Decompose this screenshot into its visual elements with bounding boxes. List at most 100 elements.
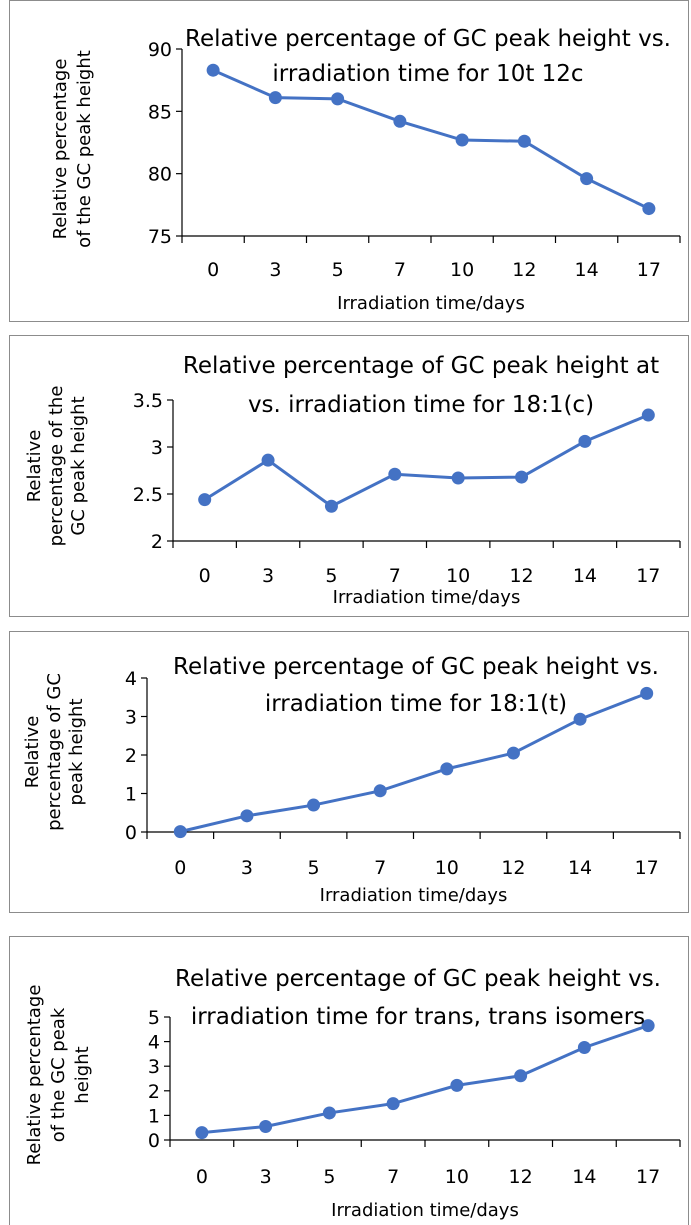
data-point	[259, 1119, 273, 1133]
x-tick-label: 10	[450, 259, 474, 281]
chart-svg: 75 80 85 90 0 3 5 7 10 12 14 17 Relative percentage …	[50, 26, 681, 314]
series-line	[212, 68, 650, 210]
y-tick-label: 2	[125, 745, 137, 767]
x-tick-label: 12	[509, 565, 533, 587]
chart-panel-18-1c: 2 2.5 3 3.5 0 3 5 7 10 12 14 17 Relative percentage …	[9, 335, 689, 617]
y-axis-title-line: Relative	[24, 430, 45, 503]
data-point	[642, 202, 656, 216]
y-axis-title-line: GC peak height	[68, 396, 89, 535]
data-point	[307, 798, 321, 812]
y-tick-label: 2	[151, 531, 163, 553]
x-tick-label: 12	[512, 259, 536, 281]
x-tick-label: 7	[387, 1166, 399, 1188]
chart-title-line: Relative percentage of GC peak height at	[183, 353, 659, 379]
chart-panel-trans-trans: 0 1 2 3 4 5 0 3 5 7 10 12 14 17 Relative percentage of…	[9, 936, 689, 1225]
chart-title-line: irradiation time for 10t 12c	[272, 61, 583, 87]
series-line	[179, 692, 648, 834]
data-point	[440, 762, 454, 776]
y-tick-label: 1	[125, 784, 137, 806]
chart-title-line: irradiation time for trans, trans isomer…	[191, 1004, 645, 1030]
x-tick-label: 0	[199, 565, 211, 587]
x-tick-label: 17	[636, 1166, 660, 1188]
x-tick-label: 10	[435, 857, 459, 879]
x-tick-label: 3	[262, 565, 274, 587]
x-tick-label: 0	[174, 857, 186, 879]
x-axis-title: Irradiation time/days	[337, 293, 525, 314]
data-point	[268, 91, 282, 105]
data-point	[261, 453, 275, 467]
data-point	[206, 63, 220, 77]
data-point	[578, 434, 592, 448]
y-tick-label: 3	[148, 1056, 160, 1078]
y-tick-label: 4	[148, 1032, 160, 1054]
data-point	[455, 133, 469, 147]
data-point	[322, 1106, 336, 1120]
y-tick-label: 2	[148, 1081, 160, 1103]
x-tick-label: 10	[446, 565, 470, 587]
data-point	[580, 172, 594, 186]
chart-title-line: Relative percentage of GC peak height vs…	[175, 966, 661, 992]
y-tick-label: 75	[148, 226, 172, 248]
data-point	[173, 825, 187, 839]
y-tick-label: 3	[125, 707, 137, 729]
y-tick-label: 90	[148, 39, 172, 61]
chart-title-line: Relative percentage of GC peak height vs…	[173, 654, 659, 680]
series-line	[201, 1024, 649, 1135]
y-axis-title-line: Relative	[22, 716, 43, 789]
x-tick-label: 17	[636, 565, 660, 587]
data-point	[641, 1019, 655, 1033]
y-axis-title-line: height	[72, 1046, 93, 1103]
x-axis-title: Irradiation time/days	[333, 587, 521, 608]
y-axis-title-line: of the GC peak	[48, 1007, 69, 1142]
data-point	[324, 499, 338, 513]
x-tick-label: 3	[269, 259, 281, 281]
data-point	[451, 471, 465, 485]
y-tick-label: 0	[148, 1130, 160, 1152]
y-axis-title-line: of the GC peak height	[74, 50, 95, 248]
data-point	[506, 746, 520, 760]
y-tick-label: 80	[148, 164, 172, 186]
data-point	[240, 809, 254, 823]
data-point	[450, 1078, 464, 1092]
data-point	[388, 467, 402, 481]
y-axis-title-line: Relative percentage	[24, 985, 45, 1166]
x-tick-label: 10	[445, 1166, 469, 1188]
x-tick-label: 12	[509, 1166, 533, 1188]
data-point	[198, 493, 212, 507]
data-point	[517, 134, 531, 148]
y-axis-title-line: percentage of GC	[44, 673, 65, 831]
data-point	[640, 686, 654, 700]
x-tick-label: 14	[573, 565, 597, 587]
x-tick-label: 3	[241, 857, 253, 879]
data-point	[331, 92, 345, 106]
data-point	[515, 470, 529, 484]
x-axis-title: Irradiation time/days	[320, 885, 508, 906]
x-tick-label: 14	[575, 259, 599, 281]
x-tick-label: 5	[323, 1166, 335, 1188]
x-tick-label: 5	[332, 259, 344, 281]
y-axis-title-line: Relative percentage	[50, 59, 71, 240]
x-tick-label: 5	[308, 857, 320, 879]
data-point	[195, 1126, 209, 1140]
y-tick-label: 3	[151, 437, 163, 459]
y-tick-label: 85	[148, 101, 172, 123]
x-tick-label: 5	[325, 565, 337, 587]
y-tick-label: 2.5	[133, 484, 163, 506]
x-tick-label: 14	[572, 1166, 596, 1188]
series-line	[203, 413, 649, 508]
chart-panel-18-1t: 0 1 2 3 4 0 3 5 7 10 12 14 17 Relative percentage of …	[9, 631, 689, 913]
x-tick-label: 14	[568, 857, 592, 879]
chart-title-line: vs. irradiation time for 18:1(c)	[248, 392, 594, 418]
x-tick-label: 7	[374, 857, 386, 879]
x-tick-label: 3	[260, 1166, 272, 1188]
data-point	[514, 1069, 528, 1083]
data-point	[577, 1041, 591, 1055]
data-point	[573, 712, 587, 726]
x-tick-label: 7	[394, 259, 406, 281]
x-tick-label: 17	[637, 259, 661, 281]
data-point	[393, 114, 407, 128]
x-tick-label: 0	[207, 259, 219, 281]
data-point	[386, 1097, 400, 1111]
